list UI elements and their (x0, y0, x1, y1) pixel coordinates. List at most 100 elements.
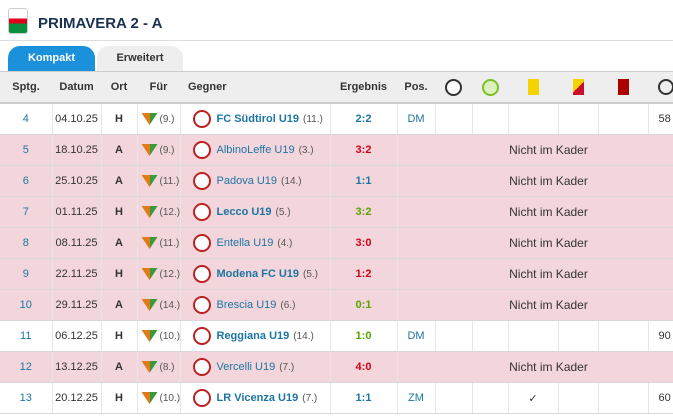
date: 18.10.25 (52, 134, 102, 166)
opponent-cell: Vercelli U19 (7.) (180, 351, 331, 383)
opponent-logo (192, 110, 211, 128)
goals (435, 382, 473, 414)
header: PRIMAVERA 2 - A (0, 0, 673, 41)
squad-note: Nicht im Kader (397, 351, 673, 383)
team-cell: (12.) (137, 258, 181, 290)
matchday[interactable]: 13 (0, 382, 53, 414)
result[interactable]: 3:0 (330, 227, 398, 259)
date: 06.12.25 (52, 320, 102, 352)
team-cell: (11.) (137, 165, 181, 197)
match-row: 12 13.12.25 A (8.) Vercelli U19 (7.) 4:0 Nicht … (0, 351, 673, 383)
opponent[interactable]: LR Vicenza U19 (216, 391, 299, 404)
minutes-icon (648, 71, 673, 104)
opponent-rank: (5.) (303, 268, 319, 280)
opponent-rank: (7.) (302, 392, 318, 404)
result[interactable]: 3:2 (330, 196, 398, 228)
goals-icon (435, 71, 472, 104)
date: 04.10.25 (52, 103, 102, 135)
opponent-rank: (11.) (303, 113, 323, 125)
opponent[interactable]: Lecco U19 (216, 205, 272, 218)
date: 25.10.25 (52, 165, 102, 197)
col-header: Datum (52, 71, 101, 104)
matchday[interactable]: 5 (0, 134, 53, 166)
result[interactable]: 2:2 (330, 103, 398, 135)
opponent[interactable]: FC Südtirol U19 (216, 112, 300, 125)
result[interactable]: 1:2 (330, 258, 398, 290)
team-logo (141, 268, 158, 281)
opponent-cell: LR Vicenza U19 (7.) (180, 382, 331, 414)
result[interactable]: 3:2 (330, 134, 398, 166)
matchday[interactable]: 4 (0, 103, 53, 135)
venue: H (101, 382, 138, 414)
matchday[interactable]: 7 (0, 196, 53, 228)
date: 13.12.25 (52, 351, 102, 383)
opponent[interactable]: Padova U19 (216, 174, 278, 187)
minutes: 60 (648, 382, 673, 414)
team-rank: (14.) (159, 299, 180, 311)
opponent[interactable]: Reggiana U19 (216, 329, 290, 342)
matchday[interactable]: 8 (0, 227, 53, 259)
opponent-cell: Entella U19 (4.) (180, 227, 331, 259)
match-row: 11 06.12.25 H (10.) Reggiana U19 (14.) 1:0 DM 90 (0, 320, 673, 352)
opponent-logo (192, 296, 211, 314)
match-row: 7 01.11.25 H (12.) Lecco U19 (5.) 3:2 Nicht im … (0, 196, 673, 228)
team-logo (141, 237, 158, 250)
date: 22.11.25 (52, 258, 102, 290)
match-row: 9 22.11.25 H (12.) Modena FC U19 (5.) 1:2 Nicht… (0, 258, 673, 290)
opponent-cell: FC Südtirol U19 (11.) (180, 103, 331, 135)
tab[interactable]: Kompakt (8, 46, 95, 71)
opponent-rank: (3.) (298, 144, 314, 156)
opponent-logo (192, 358, 211, 376)
team-rank: (11.) (159, 237, 180, 249)
result[interactable]: 1:1 (330, 382, 398, 414)
squad-note: Nicht im Kader (397, 165, 673, 197)
header-row: Sptg. Datum Ort Für Gegner Ergebnis Pos. (0, 71, 673, 104)
team-cell: (12.) (137, 196, 181, 228)
opponent[interactable]: Entella U19 (216, 236, 274, 249)
col-header: Ort (101, 71, 137, 104)
team-logo (141, 392, 158, 405)
matchday[interactable]: 6 (0, 165, 53, 197)
col-header: Sptg. (0, 71, 52, 104)
opponent[interactable]: Vercelli U19 (216, 360, 276, 373)
minutes: 90 (648, 320, 673, 352)
team-cell: (11.) (137, 227, 181, 259)
venue: H (101, 258, 138, 290)
matchday[interactable]: 10 (0, 289, 53, 321)
match-row: 10 29.11.25 A (14.) Brescia U19 (6.) 0:1 Nicht … (0, 289, 673, 321)
opponent[interactable]: Modena FC U19 (216, 267, 300, 280)
opponent-logo (192, 234, 211, 252)
squad-note: Nicht im Kader (397, 134, 673, 166)
squad-note: Nicht im Kader (397, 289, 673, 321)
opponent[interactable]: Brescia U19 (216, 298, 277, 311)
team-logo (141, 113, 158, 126)
red-card (598, 320, 649, 352)
opponent-cell: AlbinoLeffe U19 (3.) (180, 134, 331, 166)
assists-icon (472, 71, 508, 104)
result[interactable]: 1:0 (330, 320, 398, 352)
result[interactable]: 0:1 (330, 289, 398, 321)
yellow-red-card (558, 103, 599, 135)
opponent-rank: (14.) (293, 330, 314, 342)
team-logo (141, 144, 158, 157)
squad-note: Nicht im Kader (397, 258, 673, 290)
matchday[interactable]: 11 (0, 320, 53, 352)
yellow-card-icon (508, 71, 558, 104)
matchday[interactable]: 12 (0, 351, 53, 383)
result[interactable]: 1:1 (330, 165, 398, 197)
yellow-card (508, 103, 559, 135)
team-rank: (9.) (159, 113, 175, 125)
matchday[interactable]: 9 (0, 258, 53, 290)
team-logo (141, 175, 158, 188)
assists (472, 320, 509, 352)
match-row: 6 25.10.25 A (11.) Padova U19 (14.) 1:1 Nicht i… (0, 165, 673, 197)
result[interactable]: 4:0 (330, 351, 398, 383)
tab[interactable]: Erweitert (97, 46, 183, 71)
team-cell: (10.) (137, 320, 181, 352)
venue: A (101, 134, 138, 166)
red-card (598, 103, 649, 135)
col-header: Pos. (397, 71, 435, 104)
opponent-cell: Reggiana U19 (14.) (180, 320, 331, 352)
opponent[interactable]: AlbinoLeffe U19 (216, 143, 295, 156)
